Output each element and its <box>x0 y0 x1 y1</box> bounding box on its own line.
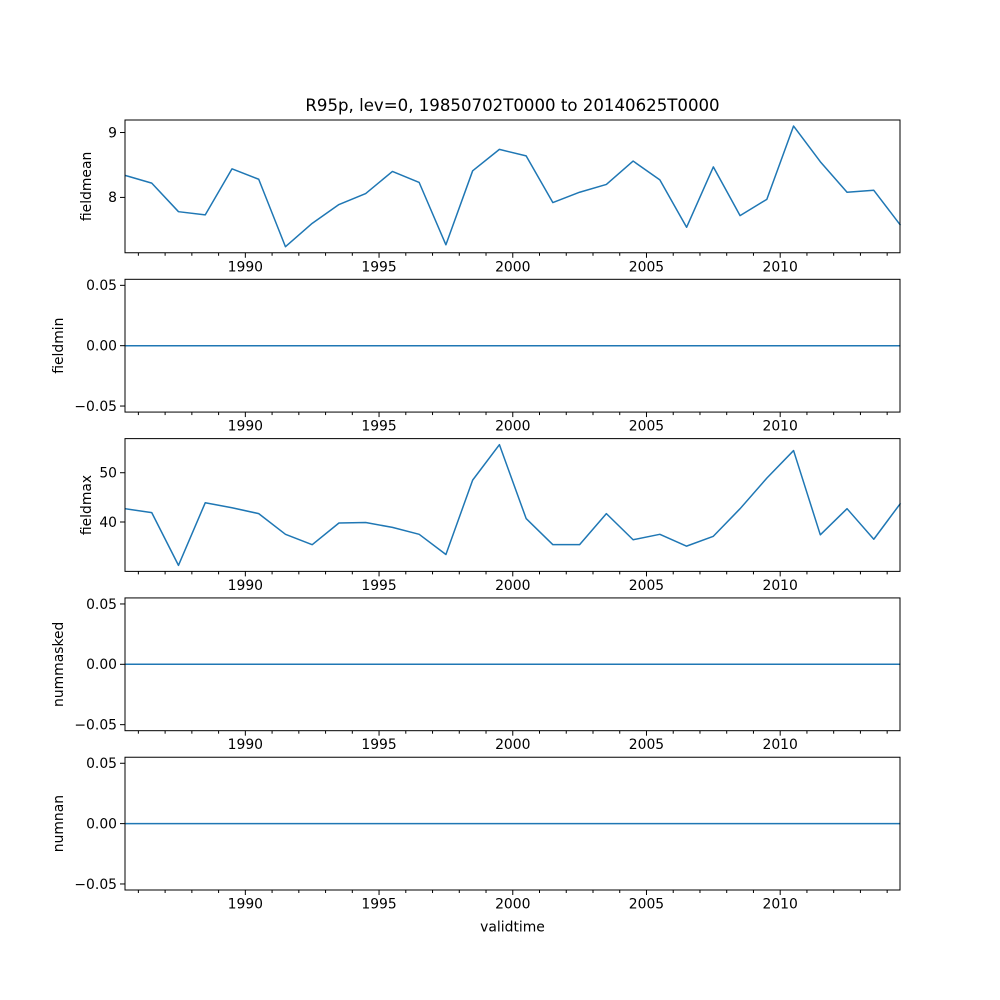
y-tick-label: 9 <box>108 125 117 141</box>
x-tick-label: 1995 <box>361 419 396 435</box>
y-tick-label: 0.00 <box>86 338 117 354</box>
y-tick-label: 50 <box>99 466 117 482</box>
x-tick-label: 1990 <box>228 737 263 753</box>
y-axis-label-fieldmax: fieldmax <box>79 475 95 535</box>
x-tick-label: 2000 <box>495 897 530 913</box>
x-tick-label: 1995 <box>361 897 396 913</box>
y-tick-label: 0.00 <box>86 657 117 673</box>
x-tick-label: 2010 <box>763 897 798 913</box>
x-tick-label: 2000 <box>495 737 530 753</box>
y-tick-label: 0.05 <box>86 756 117 772</box>
x-tick-label: 2010 <box>763 737 798 753</box>
subplot-fieldmean: 8 9 1990 1995 2000 2005 2010 <box>108 119 902 275</box>
x-tick-label: 2005 <box>629 897 664 913</box>
subplot-nummasked: −0.05 0.00 0.05 1990 1995 2000 2005 2010 <box>74 597 901 753</box>
y-tick-label: 0.05 <box>86 597 117 613</box>
x-tick-label: 1990 <box>228 419 263 435</box>
x-tick-label: 1990 <box>228 897 263 913</box>
x-tick-label: 2000 <box>495 419 530 435</box>
x-tick-label: 2010 <box>763 419 798 435</box>
x-tick-label: 2000 <box>495 578 530 594</box>
x-tick-label: 2005 <box>629 419 664 435</box>
x-tick-label: 1995 <box>361 737 396 753</box>
x-tick-label: 1995 <box>361 578 396 594</box>
x-tick-label: 2010 <box>763 578 798 594</box>
y-axis-label-numnan: numnan <box>51 795 67 852</box>
y-tick-label: 40 <box>99 515 117 531</box>
x-tick-label: 2005 <box>629 578 664 594</box>
axes-border <box>124 119 901 254</box>
y-tick-label: 0.00 <box>86 816 117 832</box>
subplot-fieldmax: 40 50 1990 1995 2000 2005 2010 <box>99 438 902 594</box>
chart-title: R95p, lev=0, 19850702T0000 to 20140625T0… <box>305 96 719 115</box>
x-tick-label: 1990 <box>228 578 263 594</box>
x-tick-label: 2005 <box>629 737 664 753</box>
x-tick-label: 2010 <box>763 259 798 275</box>
y-tick-label: −0.05 <box>74 717 117 733</box>
x-tick-label: 1990 <box>228 259 263 275</box>
x-tick-label: 2000 <box>495 259 530 275</box>
subplot-fieldmin: −0.05 0.00 0.05 1990 1995 2000 2005 2010 <box>74 278 901 435</box>
x-axis-label: validtime <box>480 920 545 936</box>
subplot-numnan: −0.05 0.00 0.05 1990 1995 2000 2005 2010 <box>74 756 901 913</box>
data-line <box>124 125 902 248</box>
axes-layer: 8 9 1990 1995 2000 2005 2010 −0.05 0.00 0.05 1990 1… <box>74 119 902 913</box>
x-tick-label: 2005 <box>629 259 664 275</box>
y-tick-label: 0.05 <box>86 278 117 294</box>
y-tick-label: −0.05 <box>74 399 117 415</box>
y-axis-label-fieldmean: fieldmean <box>79 152 95 221</box>
y-axis-label-nummasked: nummasked <box>51 622 67 707</box>
y-tick-label: 8 <box>108 190 117 206</box>
axes-border <box>124 438 901 572</box>
x-tick-label: 1995 <box>361 259 396 275</box>
data-line <box>124 443 902 567</box>
y-axis-label-fieldmin: fieldmin <box>51 318 67 374</box>
y-tick-label: −0.05 <box>74 877 117 893</box>
